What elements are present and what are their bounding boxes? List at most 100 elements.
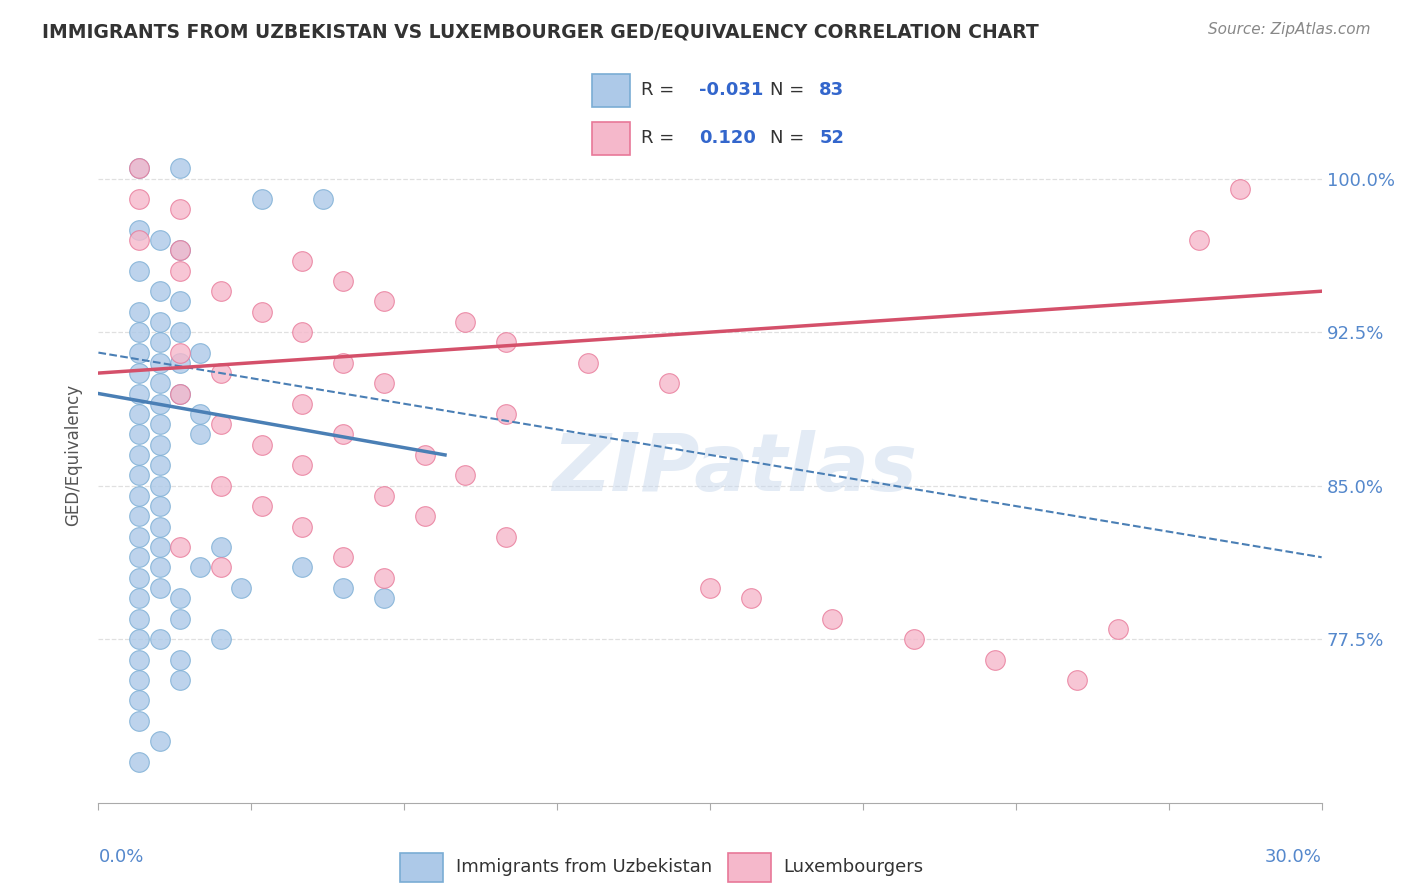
Point bbox=[128, 192, 150, 206]
Point bbox=[169, 161, 191, 176]
Point bbox=[169, 202, 191, 217]
Point bbox=[169, 244, 191, 258]
Point bbox=[209, 632, 232, 646]
Point bbox=[149, 376, 172, 391]
Point bbox=[495, 335, 517, 350]
Point bbox=[495, 407, 517, 421]
Point bbox=[149, 417, 172, 432]
Point bbox=[903, 632, 925, 646]
Point bbox=[250, 499, 273, 513]
Point bbox=[149, 233, 172, 247]
Point bbox=[149, 335, 172, 350]
Text: 0.120: 0.120 bbox=[699, 129, 755, 147]
Point bbox=[209, 540, 232, 554]
Text: 0.0%: 0.0% bbox=[98, 847, 143, 866]
Point bbox=[128, 550, 150, 565]
Point bbox=[169, 612, 191, 626]
Point bbox=[149, 356, 172, 370]
Point bbox=[169, 264, 191, 278]
Point bbox=[312, 192, 335, 206]
Text: 52: 52 bbox=[820, 129, 844, 147]
Point bbox=[1188, 233, 1211, 247]
Point bbox=[149, 581, 172, 595]
Point bbox=[128, 673, 150, 687]
Point bbox=[149, 397, 172, 411]
Point bbox=[332, 581, 354, 595]
Text: N =: N = bbox=[770, 129, 804, 147]
Point bbox=[373, 571, 395, 585]
Point bbox=[209, 417, 232, 432]
Point bbox=[149, 734, 172, 748]
Point bbox=[821, 612, 844, 626]
Point bbox=[209, 284, 232, 298]
Point bbox=[291, 458, 314, 472]
Point bbox=[291, 519, 314, 533]
Point bbox=[291, 397, 314, 411]
Point bbox=[128, 325, 150, 339]
Point bbox=[169, 540, 191, 554]
Point bbox=[128, 407, 150, 421]
Point bbox=[128, 161, 150, 176]
Point bbox=[149, 560, 172, 574]
Point bbox=[1066, 673, 1088, 687]
Point bbox=[1107, 622, 1129, 636]
Text: R =: R = bbox=[641, 129, 675, 147]
Point bbox=[128, 632, 150, 646]
Point bbox=[169, 244, 191, 258]
Point bbox=[128, 345, 150, 359]
Point bbox=[128, 264, 150, 278]
Point bbox=[149, 519, 172, 533]
Text: Immigrants from Uzbekistan: Immigrants from Uzbekistan bbox=[456, 858, 711, 877]
Text: -0.031: -0.031 bbox=[699, 81, 763, 99]
Point bbox=[373, 376, 395, 391]
Text: 83: 83 bbox=[820, 81, 845, 99]
Bar bbox=[592, 74, 630, 106]
Point bbox=[128, 693, 150, 707]
Point bbox=[332, 427, 354, 442]
Point bbox=[128, 448, 150, 462]
Point bbox=[128, 386, 150, 401]
Point bbox=[149, 478, 172, 492]
Point bbox=[169, 356, 191, 370]
Point bbox=[128, 755, 150, 769]
Point bbox=[149, 315, 172, 329]
Point bbox=[658, 376, 681, 391]
Point bbox=[169, 294, 191, 309]
Point bbox=[250, 192, 273, 206]
Bar bbox=[728, 854, 770, 881]
Point bbox=[250, 438, 273, 452]
Point bbox=[128, 509, 150, 524]
Point bbox=[169, 591, 191, 606]
Text: 30.0%: 30.0% bbox=[1265, 847, 1322, 866]
Point bbox=[169, 386, 191, 401]
Point bbox=[209, 560, 232, 574]
Point bbox=[128, 489, 150, 503]
Point bbox=[413, 448, 436, 462]
Point bbox=[128, 304, 150, 318]
Point bbox=[169, 673, 191, 687]
Text: IMMIGRANTS FROM UZBEKISTAN VS LUXEMBOURGER GED/EQUIVALENCY CORRELATION CHART: IMMIGRANTS FROM UZBEKISTAN VS LUXEMBOURG… bbox=[42, 22, 1039, 41]
Point bbox=[188, 407, 212, 421]
Point bbox=[250, 304, 273, 318]
Point bbox=[209, 366, 232, 380]
Point bbox=[169, 325, 191, 339]
Point bbox=[188, 560, 212, 574]
Point bbox=[128, 427, 150, 442]
Point bbox=[149, 632, 172, 646]
Point bbox=[188, 427, 212, 442]
Text: R =: R = bbox=[641, 81, 675, 99]
Point bbox=[149, 438, 172, 452]
Point bbox=[291, 253, 314, 268]
Point bbox=[576, 356, 599, 370]
Point bbox=[740, 591, 762, 606]
Text: Source: ZipAtlas.com: Source: ZipAtlas.com bbox=[1208, 22, 1371, 37]
Point bbox=[291, 560, 314, 574]
Point bbox=[373, 294, 395, 309]
Point bbox=[373, 591, 395, 606]
Y-axis label: GED/Equivalency: GED/Equivalency bbox=[65, 384, 83, 526]
Text: N =: N = bbox=[770, 81, 804, 99]
Point bbox=[149, 540, 172, 554]
Point bbox=[984, 652, 1007, 666]
Text: ZIPatlas: ZIPatlas bbox=[553, 430, 917, 508]
Point bbox=[188, 345, 212, 359]
